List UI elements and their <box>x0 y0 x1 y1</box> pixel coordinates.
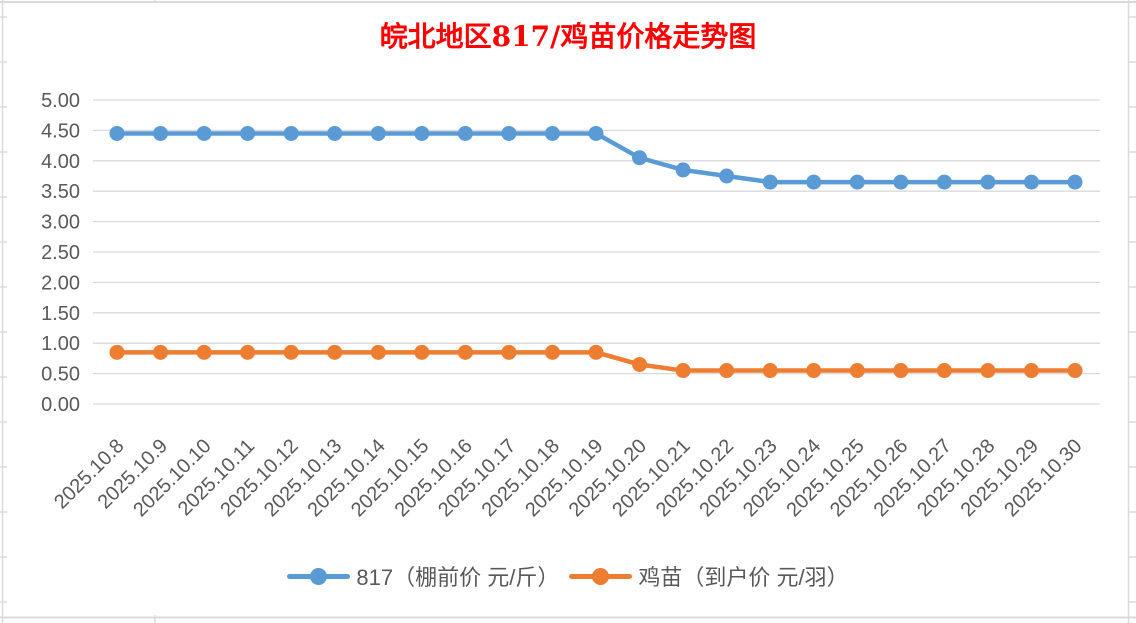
series-jimiao-marker[interactable] <box>370 344 386 360</box>
series-817-marker[interactable] <box>457 125 473 141</box>
y-axis-tick-label[interactable]: 1.50 <box>41 303 80 325</box>
y-axis-tick-label[interactable]: 2.00 <box>41 272 80 294</box>
series-jimiao-marker[interactable] <box>1067 363 1083 379</box>
y-axis-tick-label[interactable]: 0.00 <box>41 394 80 416</box>
series-817-marker[interactable] <box>544 125 560 141</box>
series-jimiao-marker[interactable] <box>849 363 865 379</box>
series-jimiao-marker[interactable] <box>283 344 299 360</box>
series-817-marker[interactable] <box>153 125 169 141</box>
series-817-marker[interactable] <box>501 125 517 141</box>
series-jimiao-marker[interactable] <box>719 363 735 379</box>
series-817-marker[interactable] <box>588 125 604 141</box>
series-817-marker[interactable] <box>1023 174 1039 190</box>
series-817-marker[interactable] <box>980 174 996 190</box>
y-axis-tick-label[interactable]: 4.50 <box>41 120 80 142</box>
series-jimiao-marker[interactable] <box>893 363 909 379</box>
series-jimiao-marker[interactable] <box>196 344 212 360</box>
legend-item-817[interactable]: 817（棚前价 元/斤） <box>287 560 559 592</box>
series-jimiao-marker[interactable] <box>240 344 256 360</box>
series-jimiao-marker[interactable] <box>414 344 430 360</box>
series-jimiao-marker[interactable] <box>544 344 560 360</box>
legend: 817（棚前价 元/斤） 鸡苗（到户价 元/羽） <box>0 560 1136 592</box>
legend-item-jimiao[interactable]: 鸡苗（到户价 元/羽） <box>569 560 849 592</box>
series-jimiao-marker[interactable] <box>675 363 691 379</box>
series-817-marker[interactable] <box>806 174 822 190</box>
series-817-marker[interactable] <box>1067 174 1083 190</box>
legend-marker-jimiao-icon <box>569 567 633 585</box>
x-axis-labels: 2025.10.82025.10.92025.10.102025.10.1120… <box>50 435 1086 521</box>
series-817-marker[interactable] <box>675 162 691 178</box>
y-axis-tick-label[interactable]: 4.00 <box>41 151 80 173</box>
legend-label-jimiao: 鸡苗（到户价 元/羽） <box>638 565 849 590</box>
series-jimiao-marker[interactable] <box>457 344 473 360</box>
chart-title[interactable]: 皖北地区817/鸡苗价格走势图 <box>379 20 757 53</box>
y-axis-labels: 0.00 0.50 1.00 1.50 2.00 2.50 3.00 3.50 4.00 4.50… <box>41 90 80 416</box>
series-817-marker[interactable] <box>719 168 735 184</box>
series-817 <box>109 125 1083 190</box>
series-817-marker[interactable] <box>893 174 909 190</box>
series-jimiao-marker[interactable] <box>806 363 822 379</box>
series-jimiao-marker[interactable] <box>588 344 604 360</box>
series-817-marker[interactable] <box>414 125 430 141</box>
series-817-marker[interactable] <box>109 125 125 141</box>
legend-marker-817-icon <box>287 567 351 585</box>
series-jimiao-marker[interactable] <box>109 344 125 360</box>
series-817-marker[interactable] <box>849 174 865 190</box>
series-817-marker[interactable] <box>936 174 952 190</box>
series-jimiao-marker[interactable] <box>936 363 952 379</box>
y-axis-tick-label[interactable]: 0.50 <box>41 364 80 386</box>
y-axis-tick-label[interactable]: 3.00 <box>41 212 80 234</box>
series-jimiao-marker[interactable] <box>1023 363 1039 379</box>
series-jimiao-marker[interactable] <box>980 363 996 379</box>
y-axis-tick-label[interactable]: 1.00 <box>41 333 80 355</box>
gridlines <box>93 99 1100 405</box>
y-axis-tick-label[interactable]: 2.50 <box>41 242 80 264</box>
series-jimiao-marker[interactable] <box>501 344 517 360</box>
series-817-marker[interactable] <box>196 125 212 141</box>
legend-label-817: 817（棚前价 元/斤） <box>356 565 560 590</box>
y-axis-tick-label[interactable]: 5.00 <box>41 90 80 112</box>
series-817-marker[interactable] <box>632 150 648 166</box>
series-jimiao-marker[interactable] <box>632 356 648 372</box>
y-axis-tick-label[interactable]: 3.50 <box>41 181 80 203</box>
series-jimiao-marker[interactable] <box>327 344 343 360</box>
series-jimiao-marker[interactable] <box>762 363 778 379</box>
series-817-marker[interactable] <box>370 125 386 141</box>
series-jimiao <box>109 344 1083 379</box>
series-817-marker[interactable] <box>762 174 778 190</box>
series-817-marker[interactable] <box>240 125 256 141</box>
series-817-marker[interactable] <box>283 125 299 141</box>
series-817-marker[interactable] <box>327 125 343 141</box>
series-jimiao-marker[interactable] <box>153 344 169 360</box>
